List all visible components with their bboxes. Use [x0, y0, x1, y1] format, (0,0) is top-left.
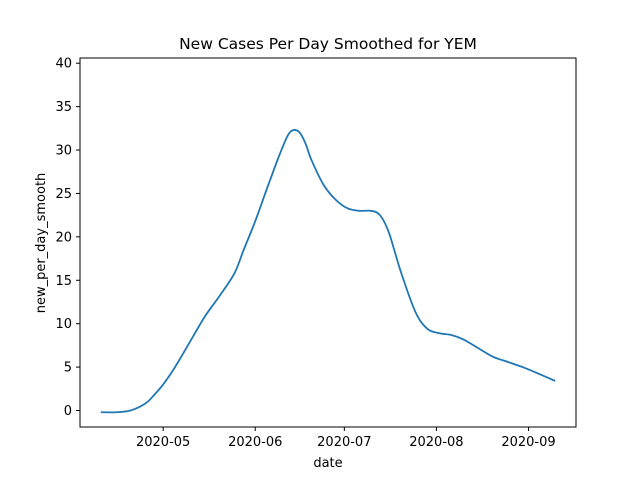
y-tick-label: 35 [55, 100, 72, 115]
y-tick-label: 10 [55, 317, 72, 332]
series-line [100, 129, 556, 414]
x-tick-label: 2020-05 [136, 435, 190, 450]
x-tick-label: 2020-08 [409, 435, 463, 450]
y-tick-label: 30 [55, 144, 72, 159]
y-tick-label: 0 [64, 404, 72, 419]
series-layer [100, 129, 556, 414]
y-axis: 0 5 10 15 20 25 30 35 40 [55, 57, 80, 419]
x-tick-label: 2020-06 [228, 435, 282, 450]
plot-frame [79, 57, 577, 428]
x-axis: 2020-05 2020-06 2020-07 2020-08 2020-09 [136, 427, 556, 450]
y-tick-label: 40 [55, 57, 72, 72]
x-axis-label: date [313, 456, 342, 471]
y-tick-label: 25 [55, 187, 72, 202]
x-tick-label: 2020-09 [501, 435, 555, 450]
y-tick-label: 5 [64, 361, 72, 376]
chart-title: New Cases Per Day Smoothed for YEM [179, 35, 477, 53]
y-tick-label: 20 [55, 230, 72, 245]
y-axis-label: new_per_day_smooth [34, 173, 49, 314]
x-tick-label: 2020-07 [317, 435, 371, 450]
plot-area [79, 57, 577, 428]
y-tick-label: 15 [55, 274, 72, 289]
